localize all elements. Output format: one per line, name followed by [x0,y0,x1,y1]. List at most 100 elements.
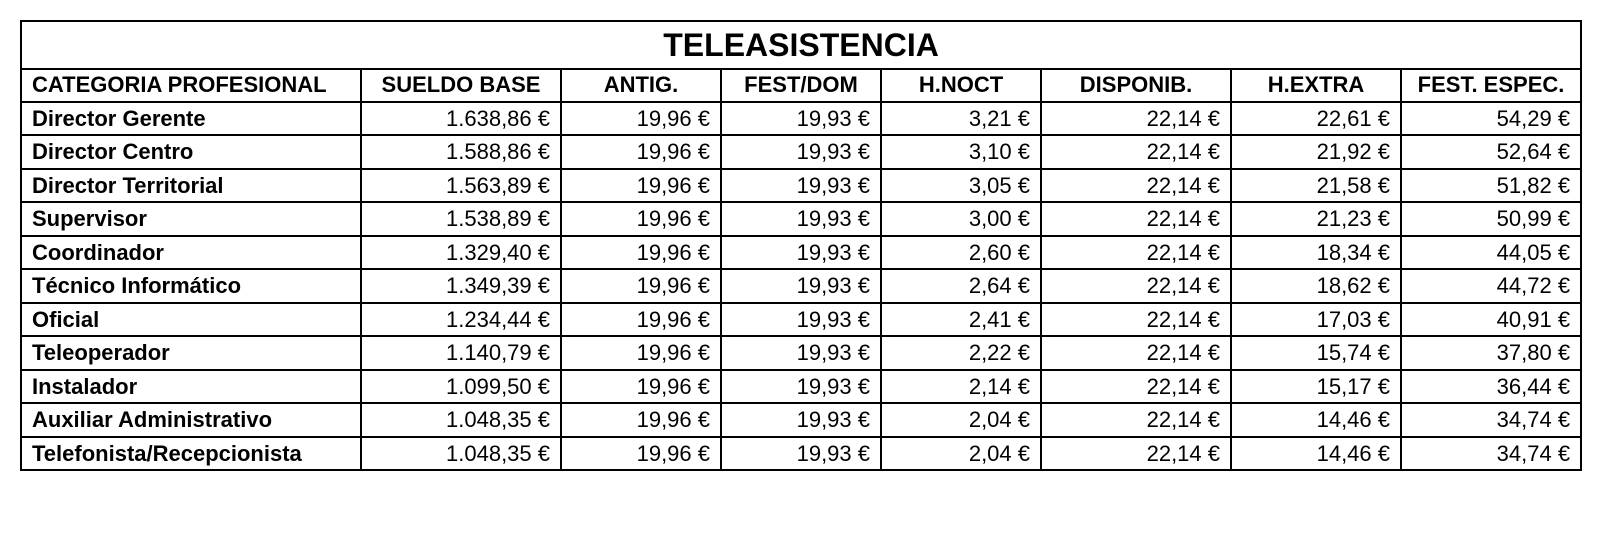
cell-value: 1.048,35 € [361,437,561,471]
cell-value: 22,14 € [1041,135,1231,169]
cell-value: 1.349,39 € [361,269,561,303]
cell-value: 2,41 € [881,303,1041,337]
table-title: TELEASISTENCIA [21,21,1581,69]
cell-value: 44,05 € [1401,236,1581,270]
cell-value: 44,72 € [1401,269,1581,303]
cell-value: 22,14 € [1041,169,1231,203]
cell-category: Supervisor [21,202,361,236]
cell-value: 40,91 € [1401,303,1581,337]
cell-value: 52,64 € [1401,135,1581,169]
cell-value: 22,14 € [1041,403,1231,437]
cell-value: 22,14 € [1041,336,1231,370]
cell-value: 22,14 € [1041,269,1231,303]
cell-value: 14,46 € [1231,437,1401,471]
cell-value: 34,74 € [1401,437,1581,471]
cell-value: 21,92 € [1231,135,1401,169]
table-body: Director Gerente1.638,86 €19,96 €19,93 €… [21,102,1581,471]
table-row: Director Territorial1.563,89 €19,96 €19,… [21,169,1581,203]
cell-value: 19,96 € [561,437,721,471]
table-row: Director Gerente1.638,86 €19,96 €19,93 €… [21,102,1581,136]
cell-value: 34,74 € [1401,403,1581,437]
cell-value: 19,93 € [721,236,881,270]
cell-category: Director Territorial [21,169,361,203]
cell-value: 3,05 € [881,169,1041,203]
cell-value: 2,04 € [881,437,1041,471]
col-header-h-noct: H.NOCT [881,69,1041,101]
cell-category: Instalador [21,370,361,404]
cell-value: 21,58 € [1231,169,1401,203]
cell-value: 22,14 € [1041,236,1231,270]
cell-value: 22,14 € [1041,202,1231,236]
cell-value: 19,96 € [561,269,721,303]
col-header-sueldo-base: SUELDO BASE [361,69,561,101]
table-row: Director Centro1.588,86 €19,96 €19,93 €3… [21,135,1581,169]
col-header-antig: ANTIG. [561,69,721,101]
cell-value: 15,74 € [1231,336,1401,370]
col-header-category: CATEGORIA PROFESIONAL [21,69,361,101]
cell-value: 50,99 € [1401,202,1581,236]
cell-category: Técnico Informático [21,269,361,303]
salary-table: TELEASISTENCIA CATEGORIA PROFESIONAL SUE… [20,20,1582,471]
cell-value: 1.638,86 € [361,102,561,136]
cell-value: 2,22 € [881,336,1041,370]
table-row: Auxiliar Administrativo1.048,35 €19,96 €… [21,403,1581,437]
cell-category: Oficial [21,303,361,337]
table-row: Coordinador1.329,40 €19,96 €19,93 €2,60 … [21,236,1581,270]
cell-category: Auxiliar Administrativo [21,403,361,437]
col-header-h-extra: H.EXTRA [1231,69,1401,101]
cell-value: 22,14 € [1041,370,1231,404]
cell-value: 22,61 € [1231,102,1401,136]
table-row: Telefonista/Recepcionista1.048,35 €19,96… [21,437,1581,471]
cell-value: 19,93 € [721,202,881,236]
cell-value: 36,44 € [1401,370,1581,404]
cell-value: 37,80 € [1401,336,1581,370]
cell-value: 19,96 € [561,102,721,136]
cell-value: 19,96 € [561,202,721,236]
cell-value: 22,14 € [1041,437,1231,471]
table-row: Técnico Informático1.349,39 €19,96 €19,9… [21,269,1581,303]
cell-value: 21,23 € [1231,202,1401,236]
cell-value: 1.099,50 € [361,370,561,404]
cell-value: 19,93 € [721,135,881,169]
cell-value: 19,93 € [721,169,881,203]
cell-value: 1.140,79 € [361,336,561,370]
cell-value: 1.048,35 € [361,403,561,437]
cell-value: 1.588,86 € [361,135,561,169]
col-header-disponib: DISPONIB. [1041,69,1231,101]
cell-value: 3,00 € [881,202,1041,236]
cell-value: 19,96 € [561,236,721,270]
cell-value: 15,17 € [1231,370,1401,404]
cell-value: 19,93 € [721,269,881,303]
cell-value: 1.563,89 € [361,169,561,203]
cell-value: 22,14 € [1041,102,1231,136]
cell-value: 19,93 € [721,102,881,136]
cell-value: 19,96 € [561,336,721,370]
cell-value: 1.234,44 € [361,303,561,337]
cell-value: 2,64 € [881,269,1041,303]
cell-category: Coordinador [21,236,361,270]
cell-category: Telefonista/Recepcionista [21,437,361,471]
cell-value: 19,93 € [721,336,881,370]
cell-value: 2,04 € [881,403,1041,437]
cell-category: Teleoperador [21,336,361,370]
cell-value: 51,82 € [1401,169,1581,203]
cell-value: 19,96 € [561,135,721,169]
col-header-fest-espec: FEST. ESPEC. [1401,69,1581,101]
cell-value: 54,29 € [1401,102,1581,136]
table-row: Oficial1.234,44 €19,96 €19,93 €2,41 €22,… [21,303,1581,337]
cell-value: 19,96 € [561,370,721,404]
cell-value: 22,14 € [1041,303,1231,337]
cell-value: 19,96 € [561,403,721,437]
cell-value: 2,60 € [881,236,1041,270]
cell-value: 19,93 € [721,303,881,337]
cell-value: 19,96 € [561,303,721,337]
cell-value: 18,34 € [1231,236,1401,270]
col-header-fest-dom: FEST/DOM [721,69,881,101]
table-row: Teleoperador1.140,79 €19,96 €19,93 €2,22… [21,336,1581,370]
cell-value: 18,62 € [1231,269,1401,303]
cell-value: 19,93 € [721,403,881,437]
cell-value: 17,03 € [1231,303,1401,337]
cell-value: 1.538,89 € [361,202,561,236]
cell-value: 19,93 € [721,370,881,404]
cell-category: Director Gerente [21,102,361,136]
